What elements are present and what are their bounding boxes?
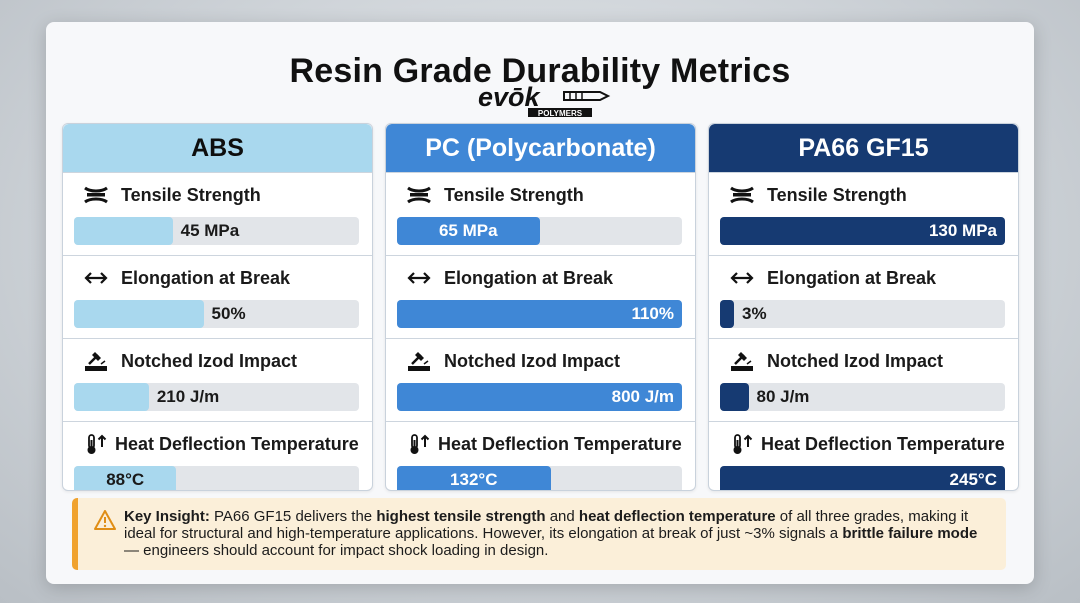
key-insight-panel: Key Insight: PA66 GF15 delivers the high… [72, 498, 1006, 570]
metric-label: Heat Deflection Temperature [406, 432, 682, 456]
bar-track: 245°C [720, 466, 1005, 490]
metric-izod: Notched Izod Impact 80 J/m [709, 338, 1018, 421]
hammer-impact-icon [408, 352, 430, 371]
column-header: PA66 GF15 [709, 124, 1018, 172]
bar-elongation-pc [397, 300, 682, 328]
bar-izod-pc [397, 383, 682, 411]
metric-label: Tensile Strength [729, 183, 907, 207]
metric-name: Tensile Strength [444, 184, 584, 205]
metric-elongation: Elongation at Break 3% [709, 255, 1018, 338]
bar-tensile-pc [397, 217, 540, 245]
arrows-horizontal-icon [730, 272, 754, 284]
metric-name: Tensile Strength [767, 184, 907, 205]
metric-hdt: Heat Deflection Temperature 132°C [386, 421, 695, 490]
bar-value-label: 245°C [949, 470, 997, 489]
bar-track: 50% [74, 300, 359, 328]
tensile-icon [730, 186, 754, 204]
bar-track: 3% [720, 300, 1005, 328]
pa66-column: PA66 GF15 Tensile Strength 130 MPa Elongati… [708, 123, 1019, 491]
bar-track: 110% [397, 300, 682, 328]
bar-izod-abs [74, 383, 149, 411]
bar-track: 65 MPa [397, 217, 682, 245]
bar-track: 210 J/m [74, 383, 359, 411]
page-title: Resin Grade Durability Metrics [289, 52, 791, 90]
metric-label: Notched Izod Impact [406, 349, 620, 373]
abs-column: ABS Tensile Strength 45 MPa Elongation at B… [62, 123, 373, 491]
bar-elongation-abs [74, 300, 204, 328]
bar-track: 88°C [74, 466, 359, 490]
tensile-icon [407, 186, 431, 204]
bar-value-label: 45 MPa [180, 221, 240, 240]
insight-text: Key Insight: PA66 GF15 delivers the high… [124, 508, 978, 559]
metric-label: Elongation at Break [406, 266, 613, 290]
metric-elongation: Elongation at Break 110% [386, 255, 695, 338]
metric-label: Tensile Strength [406, 183, 584, 207]
metric-hdt: Heat Deflection Temperature 245°C [709, 421, 1018, 490]
hammer-impact-icon [731, 352, 753, 371]
bar-track: 130 MPa [720, 217, 1005, 245]
metric-name: Elongation at Break [121, 267, 291, 288]
bar-value-label: 110% [631, 304, 674, 323]
pc-column: PC (Polycarbonate) Tensile Strength 65 MPa… [385, 123, 696, 491]
metric-izod: Notched Izod Impact 800 J/m [386, 338, 695, 421]
bar-izod-pa66 [720, 383, 749, 411]
arrows-horizontal-icon [84, 272, 108, 284]
metric-name: Elongation at Break [767, 267, 937, 288]
thermometer-icon [87, 434, 107, 454]
bar-value-label: 88°C [106, 470, 145, 489]
arrows-horizontal-icon [407, 272, 431, 284]
metric-label: Notched Izod Impact [729, 349, 943, 373]
metric-name: Heat Deflection Temperature [115, 433, 359, 454]
bar-value-label: 132°C [450, 470, 498, 489]
bar-hdt-pc [397, 466, 551, 490]
bar-tensile-pa66 [720, 217, 1005, 245]
metric-tensile: Tensile Strength 65 MPa [386, 172, 695, 255]
metric-elongation: Elongation at Break 50% [63, 255, 372, 338]
column-header: ABS [63, 124, 372, 172]
bar-value-label: 3% [742, 304, 767, 323]
tensile-icon [84, 186, 108, 204]
bar-value-label: 800 J/m [611, 387, 674, 406]
bar-value-label: 80 J/m [756, 387, 810, 406]
metric-name: Tensile Strength [121, 184, 261, 205]
metric-name: Heat Deflection Temperature [761, 433, 1005, 454]
dashboard-card: Resin Grade Durability Metrics evōk POLY… [46, 22, 1034, 584]
warning-icon [94, 510, 116, 530]
metric-izod: Notched Izod Impact 210 J/m [63, 338, 372, 421]
svg-text:POLYMERS: POLYMERS [538, 109, 583, 118]
metric-label: Heat Deflection Temperature [83, 432, 359, 456]
metric-name: Notched Izod Impact [767, 350, 944, 371]
metric-name: Heat Deflection Temperature [438, 433, 682, 454]
bar-hdt-pa66 [720, 466, 1005, 490]
bar-track: 132°C [397, 466, 682, 490]
metric-label: Heat Deflection Temperature [729, 432, 1005, 456]
bar-tensile-abs [74, 217, 173, 245]
bar-value-label: 65 MPa [438, 221, 498, 240]
bar-track: 80 J/m [720, 383, 1005, 411]
metric-label: Tensile Strength [83, 183, 261, 207]
bar-track: 800 J/m [397, 383, 682, 411]
bar-elongation-pa66 [720, 300, 734, 328]
bar-value-label: 210 J/m [156, 387, 220, 406]
bar-value-label: 130 MPa [928, 221, 997, 240]
brand-logo: evōk POLYMERS [478, 82, 611, 118]
metric-name: Elongation at Break [444, 267, 614, 288]
bar-hdt-abs [74, 466, 177, 490]
column-header: PC (Polycarbonate) [386, 124, 695, 172]
metric-name: Notched Izod Impact [444, 350, 621, 371]
metric-label: Elongation at Break [729, 266, 936, 290]
metric-label: Notched Izod Impact [83, 349, 297, 373]
metric-name: Notched Izod Impact [121, 350, 298, 371]
bar-track: 45 MPa [74, 217, 359, 245]
svg-text:evōk: evōk [478, 82, 542, 112]
bar-value-label: 50% [211, 304, 246, 323]
metric-tensile: Tensile Strength 45 MPa [63, 172, 372, 255]
hammer-impact-icon [85, 352, 107, 371]
metric-hdt: Heat Deflection Temperature 88°C [63, 421, 372, 490]
thermometer-icon [733, 434, 753, 454]
metric-tensile: Tensile Strength 130 MPa [709, 172, 1018, 255]
metric-label: Elongation at Break [83, 266, 290, 290]
thermometer-icon [410, 434, 430, 454]
